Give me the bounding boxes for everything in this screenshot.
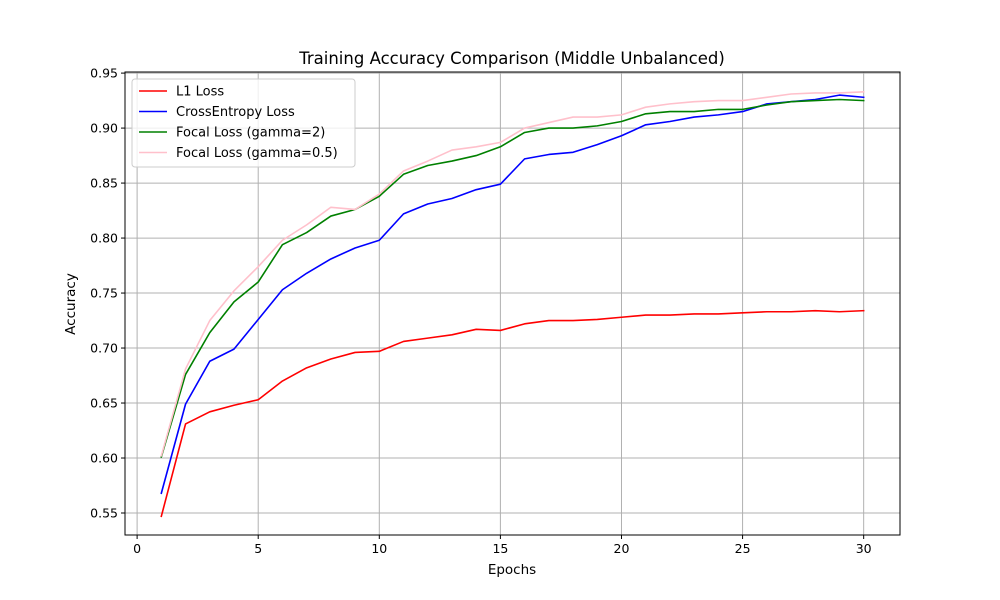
series-layer bbox=[160, 90, 865, 518]
legend-label-3: Focal Loss (gamma=2) bbox=[176, 126, 325, 141]
gridlines bbox=[125, 72, 900, 535]
axis-ticks: 0 5 10 15 20 25 30 0.55 0.60 0.65 0.70 0.75 0.80 0.85… bbox=[90, 66, 872, 556]
series-line-3 bbox=[160, 98, 865, 458]
x-tick-label: 30 bbox=[856, 541, 872, 556]
legend: L1 Loss CrossEntropy Loss Focal Loss (gamm… bbox=[131, 78, 356, 168]
y-tick-label: 0.80 bbox=[90, 231, 118, 246]
y-tick-label: 0.75 bbox=[90, 286, 118, 301]
y-tick-label: 0.70 bbox=[90, 341, 118, 356]
series-line-4 bbox=[160, 90, 865, 457]
y-tick-label: 0.85 bbox=[90, 176, 118, 191]
x-tick-label: 20 bbox=[614, 541, 630, 556]
x-tick-label: 25 bbox=[735, 541, 751, 556]
y-axis-label: Accuracy bbox=[63, 273, 79, 335]
x-tick-label: 15 bbox=[492, 541, 508, 556]
legend-label-1: L1 Loss bbox=[176, 85, 224, 100]
legend-label-4: Focal Loss (gamma=0.5) bbox=[176, 146, 338, 161]
legend-box bbox=[131, 78, 356, 168]
x-tick-label: 10 bbox=[371, 541, 387, 556]
plot-frame bbox=[124, 71, 901, 536]
x-tick-label: 0 bbox=[133, 541, 141, 556]
series-line-1 bbox=[160, 309, 865, 518]
y-tick-label: 0.55 bbox=[90, 506, 118, 521]
x-axis-label: Epochs bbox=[488, 562, 536, 578]
x-tick-label: 5 bbox=[254, 541, 262, 556]
y-tick-label: 0.90 bbox=[90, 121, 118, 136]
series-line-2 bbox=[160, 94, 865, 495]
y-tick-label: 0.65 bbox=[90, 396, 118, 411]
y-tick-label: 0.60 bbox=[90, 451, 118, 466]
legend-label-2: CrossEntropy Loss bbox=[176, 105, 295, 120]
y-tick-label: 0.95 bbox=[90, 66, 118, 81]
chart-title: Training Accuracy Comparison (Middle Unb… bbox=[298, 49, 725, 68]
